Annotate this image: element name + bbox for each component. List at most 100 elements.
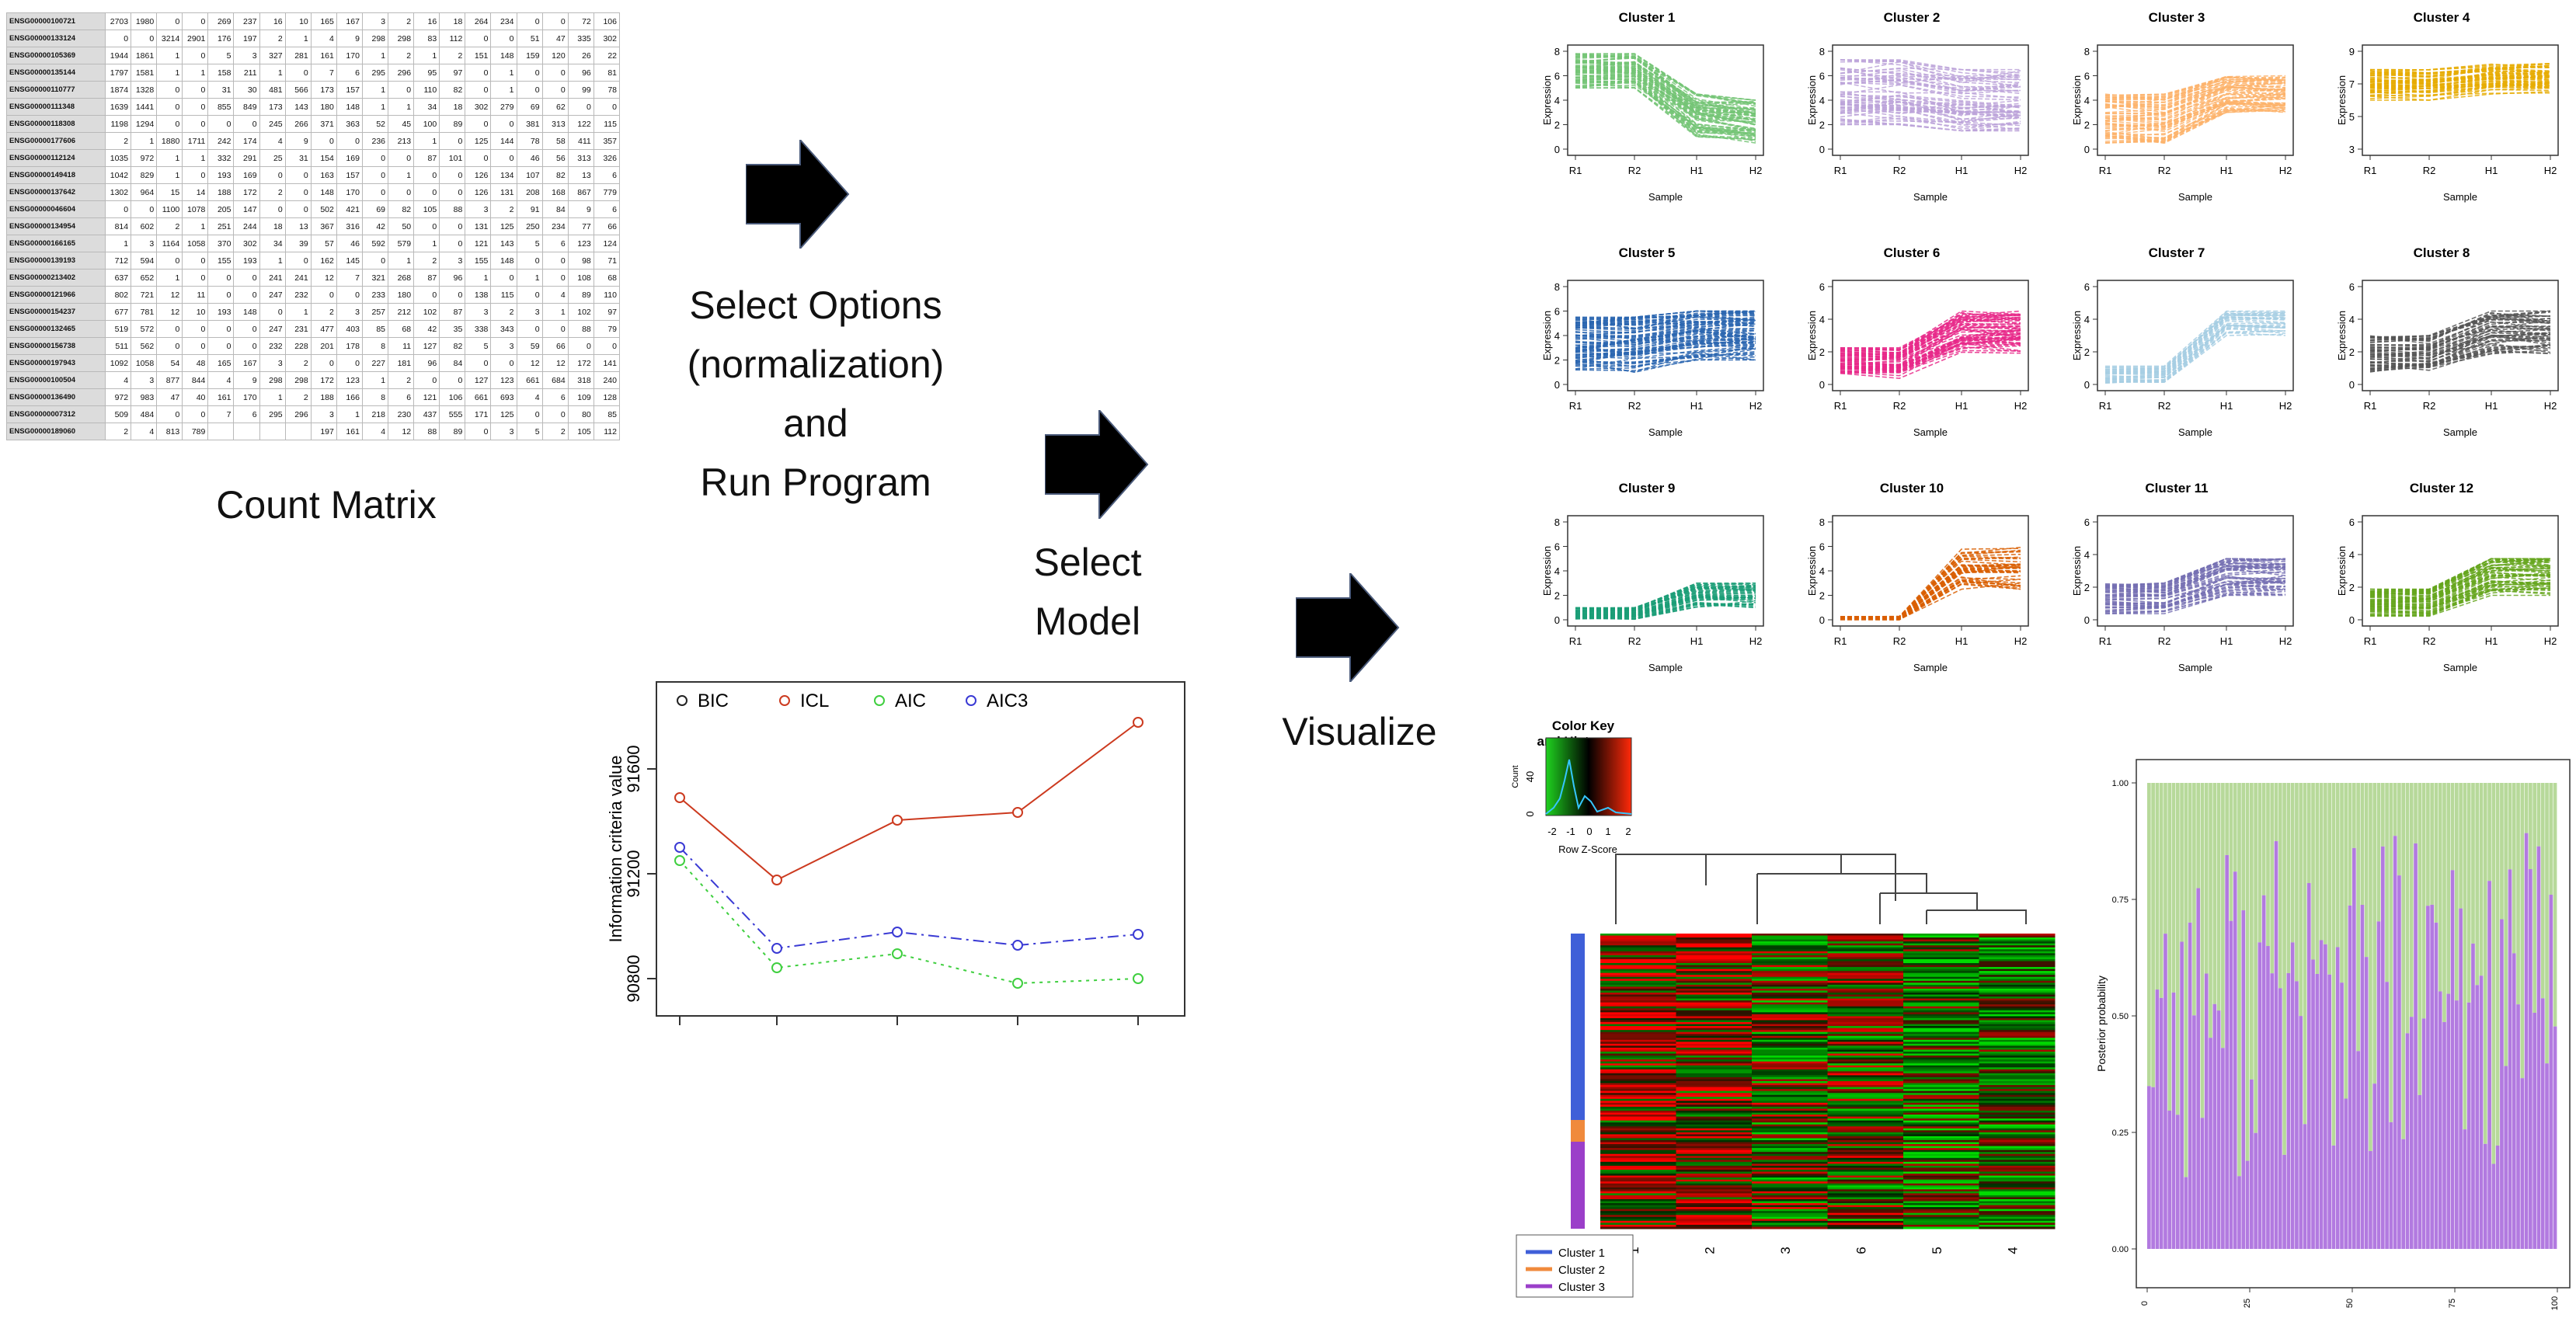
count-cell: 100 bbox=[413, 115, 440, 133]
bar-other bbox=[2221, 783, 2225, 1049]
count-cell: 1 bbox=[490, 64, 517, 82]
count-cell: 0 bbox=[233, 115, 260, 133]
bar-other bbox=[2175, 783, 2180, 1115]
count-cell: 0 bbox=[207, 269, 235, 287]
profile-line bbox=[1840, 99, 2021, 117]
step-line: Select bbox=[1033, 541, 1142, 584]
profile-line bbox=[2369, 74, 2551, 87]
profile-line bbox=[1840, 123, 2021, 132]
x-axis-label: Sample bbox=[1913, 426, 1948, 438]
y-tick-label: 8 bbox=[1554, 516, 1560, 528]
count-cell: 34 bbox=[259, 235, 286, 252]
profile-line bbox=[2369, 76, 2551, 88]
x-tick-label: R1 bbox=[2364, 635, 2377, 647]
count-cell: 1198 bbox=[104, 115, 132, 133]
bar-posterior bbox=[2282, 1154, 2286, 1249]
count-cell: 0 bbox=[516, 252, 543, 270]
count-cell bbox=[207, 423, 235, 440]
legend-marker bbox=[677, 695, 688, 706]
cluster-panel: Cluster 10 0 2 4 6 8 Expression R1 R2 H1 H2 Sample bbox=[1806, 481, 2029, 673]
count-cell: 281 bbox=[284, 47, 312, 64]
bar-other bbox=[2504, 783, 2508, 1066]
bar-posterior bbox=[2504, 1066, 2508, 1249]
bar-other bbox=[2455, 783, 2459, 1001]
y-tick-label: 4 bbox=[2084, 95, 2090, 106]
count-cell: 1 bbox=[490, 81, 517, 99]
bar-other bbox=[2216, 783, 2221, 1011]
bar-other bbox=[2266, 783, 2270, 947]
profile-line bbox=[1575, 600, 1756, 620]
count-cell: 0 bbox=[156, 405, 183, 423]
bar-posterior bbox=[2306, 882, 2311, 1249]
profile-line bbox=[1575, 61, 1756, 111]
count-cell: 1 bbox=[541, 303, 569, 321]
count-cell: 572 bbox=[131, 320, 158, 338]
step-visualize: Visualize bbox=[1282, 710, 1437, 753]
count-cell: 6 bbox=[593, 166, 621, 184]
count-cell: 266 bbox=[284, 115, 312, 133]
count-cell: 4 bbox=[131, 423, 158, 440]
bar-posterior bbox=[2290, 942, 2295, 1249]
bar-other bbox=[2159, 783, 2163, 998]
count-cell: 10 bbox=[182, 303, 209, 321]
count-matrix-label: Count Matrix bbox=[216, 483, 437, 527]
bar-other bbox=[2151, 783, 2155, 1087]
count-cell: 141 bbox=[593, 354, 621, 372]
count-cell: 7 bbox=[207, 405, 235, 423]
profile-line bbox=[2104, 103, 2286, 142]
bar-other bbox=[2380, 783, 2385, 847]
profile-line bbox=[2369, 344, 2551, 369]
x-tick-label: H1 bbox=[2220, 635, 2233, 647]
bar-posterior bbox=[2188, 922, 2192, 1249]
x-tick-label: R1 bbox=[2364, 400, 2377, 412]
count-cell: 437 bbox=[413, 405, 440, 423]
series-line bbox=[679, 860, 1139, 985]
count-cell: 134 bbox=[490, 166, 517, 184]
profile-line bbox=[2104, 96, 2286, 121]
y-tick-label: 0 bbox=[2084, 144, 2090, 155]
count-cell: 555 bbox=[439, 405, 466, 423]
profile-line bbox=[1840, 70, 2021, 88]
count-cell: 30 bbox=[233, 81, 260, 99]
count-cell: 0 bbox=[439, 235, 466, 252]
bar-posterior bbox=[2356, 1051, 2360, 1249]
profile-line bbox=[1840, 91, 2021, 113]
bar-posterior bbox=[2508, 869, 2512, 1249]
bar-posterior bbox=[2418, 1094, 2422, 1249]
count-cell: 148 bbox=[233, 303, 260, 321]
count-cell: 69 bbox=[361, 200, 389, 218]
bar-other bbox=[2405, 783, 2410, 1034]
count-cell: 3 bbox=[439, 252, 466, 270]
count-cell: 1581 bbox=[131, 64, 158, 82]
count-cell: 3 bbox=[233, 47, 260, 64]
profile-line bbox=[2104, 92, 2286, 126]
profile-line bbox=[1575, 333, 1756, 351]
count-cell: 231 bbox=[284, 320, 312, 338]
bar-other bbox=[2184, 783, 2188, 1177]
bar-other bbox=[2147, 783, 2151, 1087]
cluster-panel: Cluster 6 0 2 4 6 Expression R1 R2 H1 H2 Sample bbox=[1806, 245, 2029, 438]
count-cell: 233 bbox=[361, 286, 389, 304]
y-tick-label: 9 bbox=[2349, 46, 2355, 57]
count-cell: 0 bbox=[182, 115, 209, 133]
count-cell: 0 bbox=[182, 81, 209, 99]
count-cell: 381 bbox=[516, 115, 543, 133]
count-cell: 1 bbox=[182, 149, 209, 167]
count-cell: 131 bbox=[465, 217, 492, 235]
bar-other bbox=[2324, 783, 2327, 944]
panel-title: Cluster 8 bbox=[2414, 245, 2470, 260]
bar-posterior bbox=[2257, 942, 2262, 1249]
y-axis-label: Expression bbox=[2336, 546, 2348, 596]
y-tick-label: 90800 bbox=[624, 955, 643, 1002]
count-cell: 2 bbox=[490, 303, 517, 321]
bar-other bbox=[2295, 783, 2299, 982]
profile-line bbox=[1840, 105, 2021, 113]
count-cell: 335 bbox=[567, 30, 594, 47]
cluster-panel: Cluster 4 3 5 7 9 Expression R1 R2 H1 H2 Sample bbox=[2336, 10, 2559, 203]
x-tick-label: H2 bbox=[2279, 400, 2292, 412]
series-point bbox=[771, 943, 782, 954]
panel-title: Cluster 1 bbox=[1619, 10, 1676, 25]
count-cell: 59 bbox=[516, 337, 543, 355]
count-cell: 1 bbox=[182, 217, 209, 235]
bar-other bbox=[2257, 783, 2262, 943]
